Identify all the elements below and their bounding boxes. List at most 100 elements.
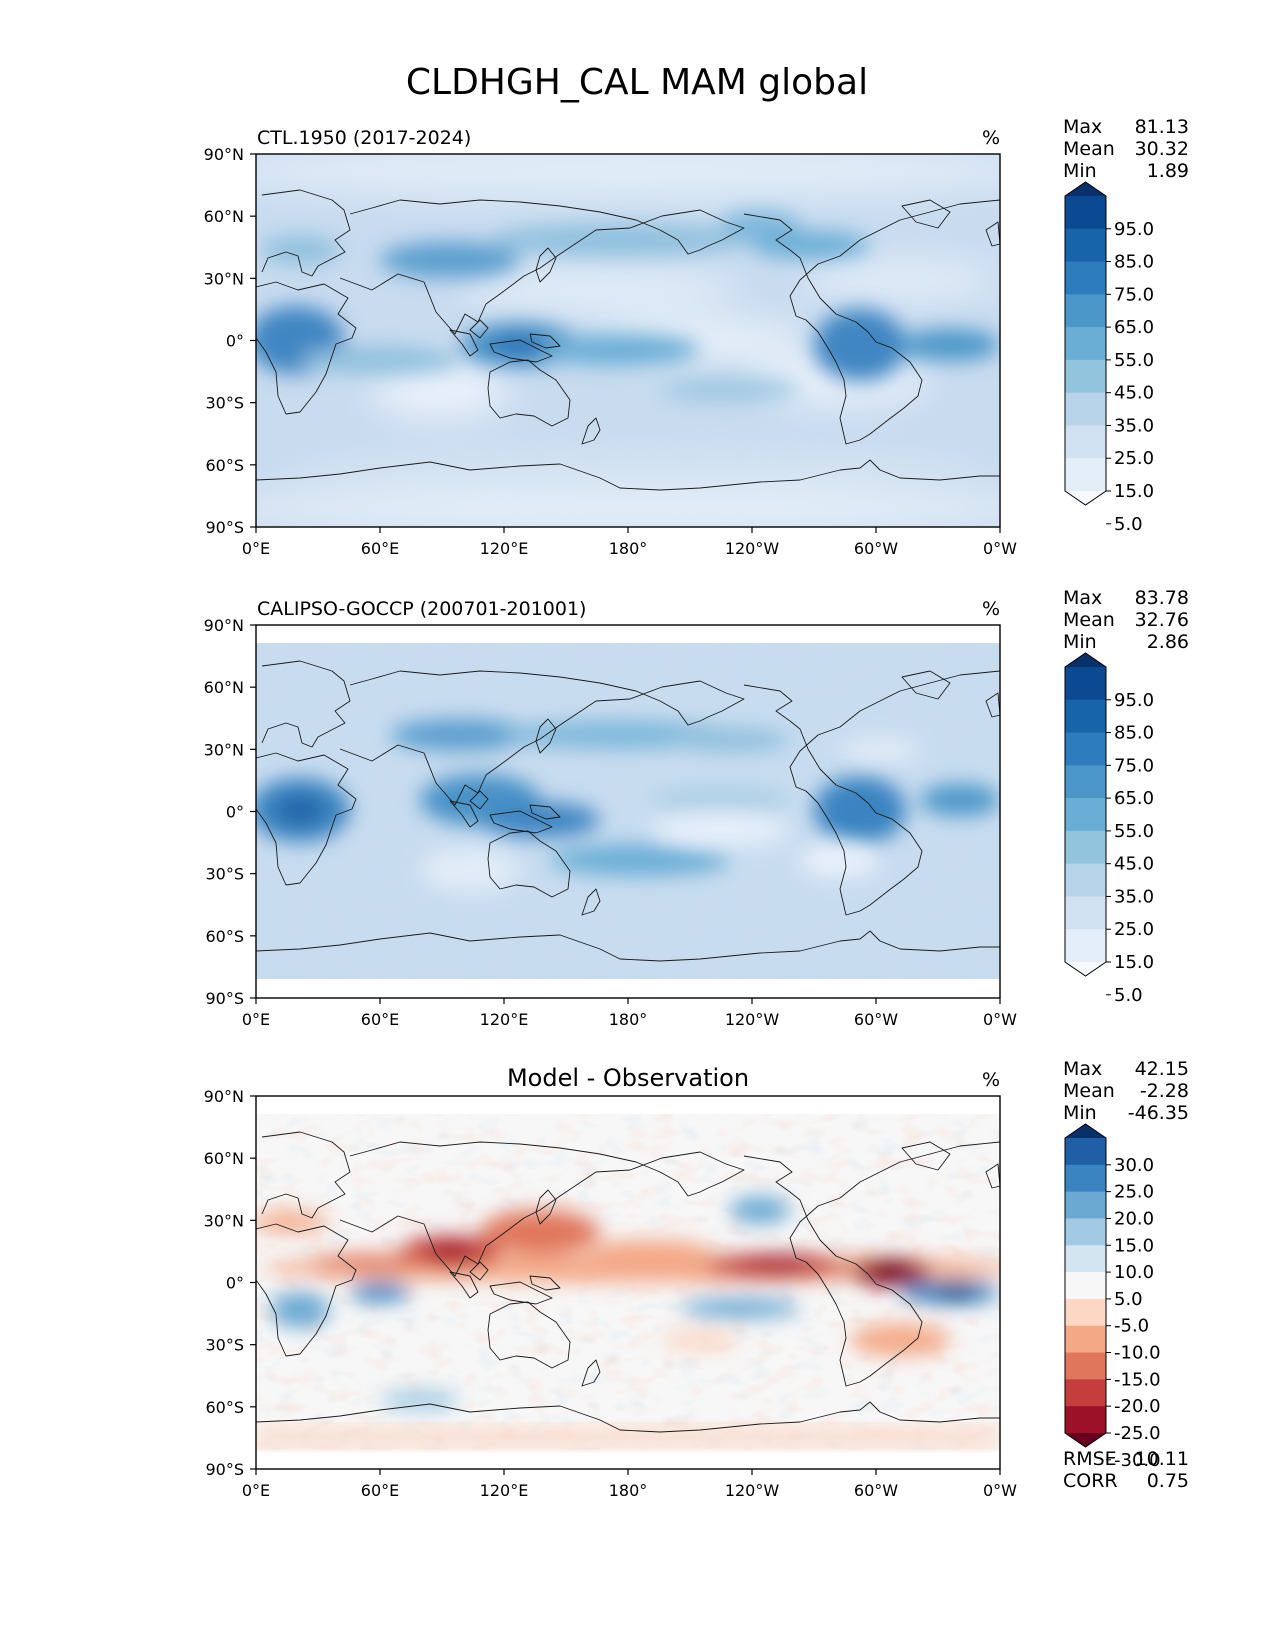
stat-value: 32.76 (1135, 609, 1189, 631)
colorbar-segment (1065, 294, 1106, 328)
x-tick-label: 0°W (983, 539, 1017, 558)
y-tick-label: 30°N (204, 740, 244, 759)
colorbar-segment (1065, 1164, 1106, 1193)
colorbar-tick-label: 55.0 (1114, 350, 1154, 371)
stat-label: Max (1063, 116, 1102, 138)
colorbar-tick-label: 95.0 (1114, 219, 1154, 240)
y-tick-label: 60°S (205, 927, 244, 946)
panel-annotations-3: Model - Observation % 0°E 60°E 120°E 180° 120°… (204, 1058, 1189, 1500)
stat-label: Mean (1063, 138, 1115, 160)
units-label: % (982, 598, 1000, 620)
x-tick-label: 120°W (725, 1481, 780, 1500)
colorbar-segment (1065, 863, 1106, 898)
stat-label: Min (1063, 631, 1097, 653)
colorbar-tick-label: 5.0 (1114, 1289, 1143, 1310)
y-tick-label: 30°S (205, 865, 244, 884)
colorbar-tick-label: 15.0 (1114, 952, 1154, 973)
colorbar-segment (1065, 228, 1106, 263)
colorbar-segment (1065, 425, 1106, 459)
x-tick-label: 0°E (242, 1010, 270, 1029)
colorbar-extend-min (1065, 491, 1106, 505)
panel-subtitle: Model - Observation (507, 1064, 749, 1092)
colorbar-extend-max (1065, 182, 1106, 196)
colorbar-segment (1065, 1325, 1106, 1354)
colorbar-segment (1065, 458, 1106, 492)
y-tick-label: 30°S (205, 1336, 244, 1355)
map-observation-field (256, 625, 1000, 998)
y-tick-label: 90°S (205, 1460, 244, 1479)
y-tick-label: 30°N (204, 269, 244, 288)
colorbar: 95.0 85.0 75.0 65.0 55.0 45.0 35.0 25.0 15.0 5.0 (1064, 181, 1154, 535)
y-tick-label: 90°N (204, 145, 244, 164)
colorbar-tick-label: 65.0 (1114, 317, 1154, 338)
colorbar: 95.0 85.0 75.0 65.0 55.0 45.0 35.0 25.0 15.0 5.0 (1064, 652, 1154, 1006)
colorbar-tick-label: -5.0 (1114, 1316, 1149, 1337)
x-tick-label: 60°E (361, 1481, 399, 1500)
panel-subtitle: CALIPSO-GOCCP (200701-201001) (257, 598, 586, 620)
colorbar-tick-label: 20.0 (1114, 1208, 1154, 1229)
y-tick-label: 60°S (205, 456, 244, 475)
x-tick-label: 120°E (480, 539, 529, 558)
y-tick-label: 0° (226, 332, 244, 351)
stat-label: Max (1063, 587, 1102, 609)
colorbar-tick-label: 75.0 (1114, 755, 1154, 776)
colorbar-segment (1065, 261, 1106, 295)
stat-value: 2.86 (1147, 631, 1189, 653)
y-tick-label: 60°N (204, 1149, 244, 1168)
y-tick-label: 30°N (204, 1211, 244, 1230)
colorbar-tick-label: 35.0 (1114, 415, 1154, 436)
x-tick-label: 60°E (361, 539, 399, 558)
stat-label: Min (1063, 160, 1097, 182)
map-model-field (256, 154, 1000, 527)
colorbar-segment (1065, 1379, 1106, 1407)
colorbar-tick-label: -10.0 (1114, 1343, 1161, 1364)
colorbar-tick-label: 30.0 (1114, 1155, 1154, 1176)
colorbar-segment (1065, 1245, 1106, 1273)
colorbar-segment (1065, 765, 1106, 799)
colorbar-tick-label: 15.0 (1114, 1235, 1154, 1256)
units-label: % (982, 1069, 1000, 1091)
stat-label: Mean (1063, 1080, 1115, 1102)
stat-value: 83.78 (1135, 587, 1189, 609)
colorbar-segment (1065, 699, 1106, 734)
colorbar-tick-label: 95.0 (1114, 690, 1154, 711)
colorbar-tick-label: 45.0 (1114, 854, 1154, 875)
x-tick-label: 0°E (242, 1481, 270, 1500)
colorbar-tick-label: 5.0 (1114, 985, 1143, 1006)
colorbar-tick-label: 75.0 (1114, 284, 1154, 305)
stat-value: -46.35 (1128, 1102, 1189, 1124)
x-tick-label: 120°E (480, 1481, 529, 1500)
colorbar-segment (1065, 1138, 1106, 1166)
colorbar-tick-label: -25.0 (1114, 1423, 1161, 1444)
x-tick-label: 120°W (725, 1010, 780, 1029)
stat-label: Mean (1063, 609, 1115, 631)
figure-title: CLDHGH_CAL MAM global (406, 62, 868, 103)
x-tick-label: 60°W (854, 1481, 898, 1500)
panel-annotations-1: CTL.1950 (2017-2024) % 0°E 60°E 120°E 180° 120… (204, 116, 1189, 558)
colorbar-extend-max (1065, 653, 1106, 667)
colorbar-segment (1065, 667, 1106, 701)
x-tick-label: 180° (609, 1010, 648, 1029)
colorbar-tick-label: 55.0 (1114, 821, 1154, 842)
stat-value: 30.32 (1135, 138, 1189, 160)
colorbar-tick-label: 15.0 (1114, 481, 1154, 502)
colorbar-segment (1065, 1191, 1106, 1220)
stat-value: -2.28 (1140, 1080, 1189, 1102)
panel-difference (255, 1095, 1001, 1470)
x-tick-label: 60°W (854, 1010, 898, 1029)
colorbar-tick-label: 45.0 (1114, 383, 1154, 404)
colorbar-tick-label: 5.0 (1114, 514, 1143, 535)
stat-value: 42.15 (1135, 1058, 1189, 1080)
y-tick-label: 0° (226, 803, 244, 822)
panel-annotations-2: CALIPSO-GOCCP (200701-201001) % 0°E 60°E 120… (204, 587, 1189, 1029)
colorbar-segment (1065, 798, 1106, 832)
colorbar-segment (1065, 196, 1106, 230)
stat-label: Max (1063, 1058, 1102, 1080)
colorbar-segment (1065, 1272, 1106, 1300)
panel-observation (255, 624, 1001, 999)
colorbar-segment (1065, 1298, 1106, 1327)
colorbar-segment (1065, 327, 1106, 361)
colorbar-segment (1065, 1406, 1106, 1434)
y-tick-label: 90°S (205, 518, 244, 537)
stat-value: 1.89 (1147, 160, 1189, 182)
